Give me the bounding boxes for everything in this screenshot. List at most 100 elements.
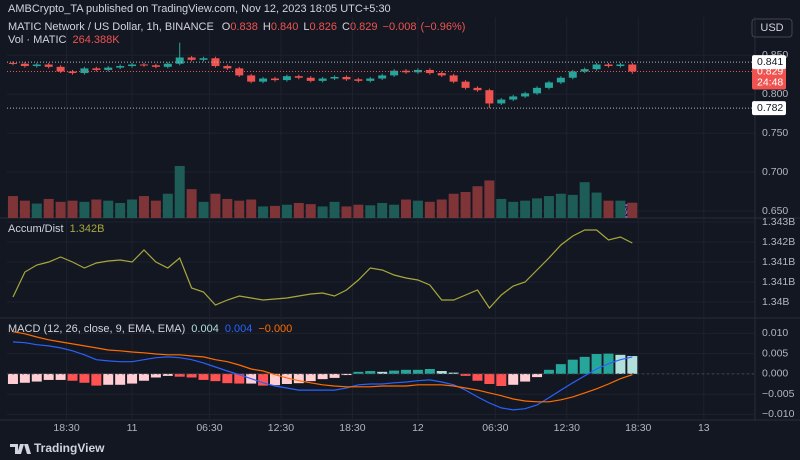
volume-bar [603,200,614,218]
macd-legend: MACD (12, 26, close, 9, EMA, EMA) 0.004 0.… [8,323,292,335]
candle-body [151,65,160,67]
volume-bar [555,193,566,218]
candle-body [580,69,589,72]
x-tick-label: 11 [127,422,138,434]
histogram-bar [293,373,304,384]
histogram-bar [281,373,292,384]
candle-body [56,66,65,72]
volume-bar [258,206,269,218]
candle-body [80,68,89,74]
volume-bar [460,192,471,218]
candle-body [521,93,530,97]
volume-bar [615,200,626,218]
volume-bar [79,201,90,218]
y-tick-label: 0.750 [762,127,788,139]
macd-value: 0.004 [191,323,219,335]
symbol-legend: MATIC Network / US Dollar, 1h, BINANCE O0… [8,21,465,33]
candle-body [473,87,482,91]
histogram-bar [329,373,340,378]
histogram-bar [365,371,376,374]
histogram-bar [150,373,161,378]
volume-bar [293,202,304,218]
candle-body [342,76,351,80]
volume-bar [19,200,30,218]
histogram-bar [532,373,543,378]
x-tick-label: 13 [698,422,710,434]
y-tick-label: 1.341B [762,256,795,268]
change-percent: (−0.96%) [420,21,465,33]
volume-bar [329,201,340,218]
histogram-bar [401,369,412,374]
ad-value: 1.342B [70,223,105,235]
volume-bar [43,198,54,218]
candle-body [128,64,137,67]
currency-label[interactable]: USD [760,22,783,34]
ohlc-value: 0.829 [350,21,378,33]
price-line-box [752,101,786,116]
histogram-bar [615,354,626,374]
candle-body [544,82,553,88]
candle-body [247,75,256,82]
candle-body [116,66,125,68]
candle-body [568,71,577,78]
volume-bar [67,200,78,218]
volume-bar [138,196,149,218]
histogram-bar [103,373,114,385]
histogram-bar [627,356,638,374]
volume-name: Vol · MATIC [8,34,67,46]
volume-bar [269,205,280,218]
x-tick-label: 12 [412,422,424,434]
ohlc-value: 0.826 [310,21,338,33]
ad-legend: Accum/Dist 1.342B [8,223,105,235]
candle-body [509,96,518,100]
volume-bar [543,196,554,218]
volume-legend: Vol · MATIC 264.388K [8,34,120,46]
y-tick-label: 0.000 [762,368,788,380]
histogram-bar [520,373,531,382]
volume-bar [305,204,316,218]
volume-bar [281,204,292,218]
histogram-bar [186,373,197,378]
volume-bar [162,193,173,218]
volume-bar [317,206,328,218]
histogram-bar [353,371,364,374]
histogram-bar [317,373,328,380]
volume-bar [532,198,543,218]
candle-body [44,64,53,67]
countdown-label: 24:48 [757,76,783,88]
volume-bar [520,200,531,218]
volume-bar [436,199,447,218]
histogram-bar [389,370,400,374]
y-tick-label: 1.342B [762,236,795,248]
histogram-bar [138,373,149,381]
histogram-bar [269,373,280,386]
histogram-bar [234,373,245,384]
candle-body [270,78,279,81]
histogram-bar [43,373,54,380]
ohlc-letter: C [342,21,350,33]
candle-body [485,90,494,104]
x-tick-label: 06:30 [196,422,222,434]
volume-bar [31,203,42,218]
macd-name: MACD (12, 26, close, 9, EMA, EMA) [8,323,185,335]
histogram-bar [7,373,18,384]
candle-body [497,99,506,104]
ohlc-value: 0.840 [271,21,299,33]
ad-name: Accum/Dist [8,223,64,235]
candle-body [437,73,446,76]
histogram-bar [198,373,209,380]
candle-body [187,57,196,60]
y-tick-label: 1.343B [762,216,795,228]
histogram-bar [341,373,352,376]
macd-line [12,341,633,411]
candle-body [366,78,375,81]
volume-bar [484,180,495,218]
histogram-bar [591,354,602,374]
volume-bar [341,206,352,218]
currency-button[interactable] [751,18,793,38]
volume-bar [55,201,66,218]
candle-body [354,79,363,81]
candle-body [294,76,303,78]
x-tick-label: 06:30 [482,422,508,434]
